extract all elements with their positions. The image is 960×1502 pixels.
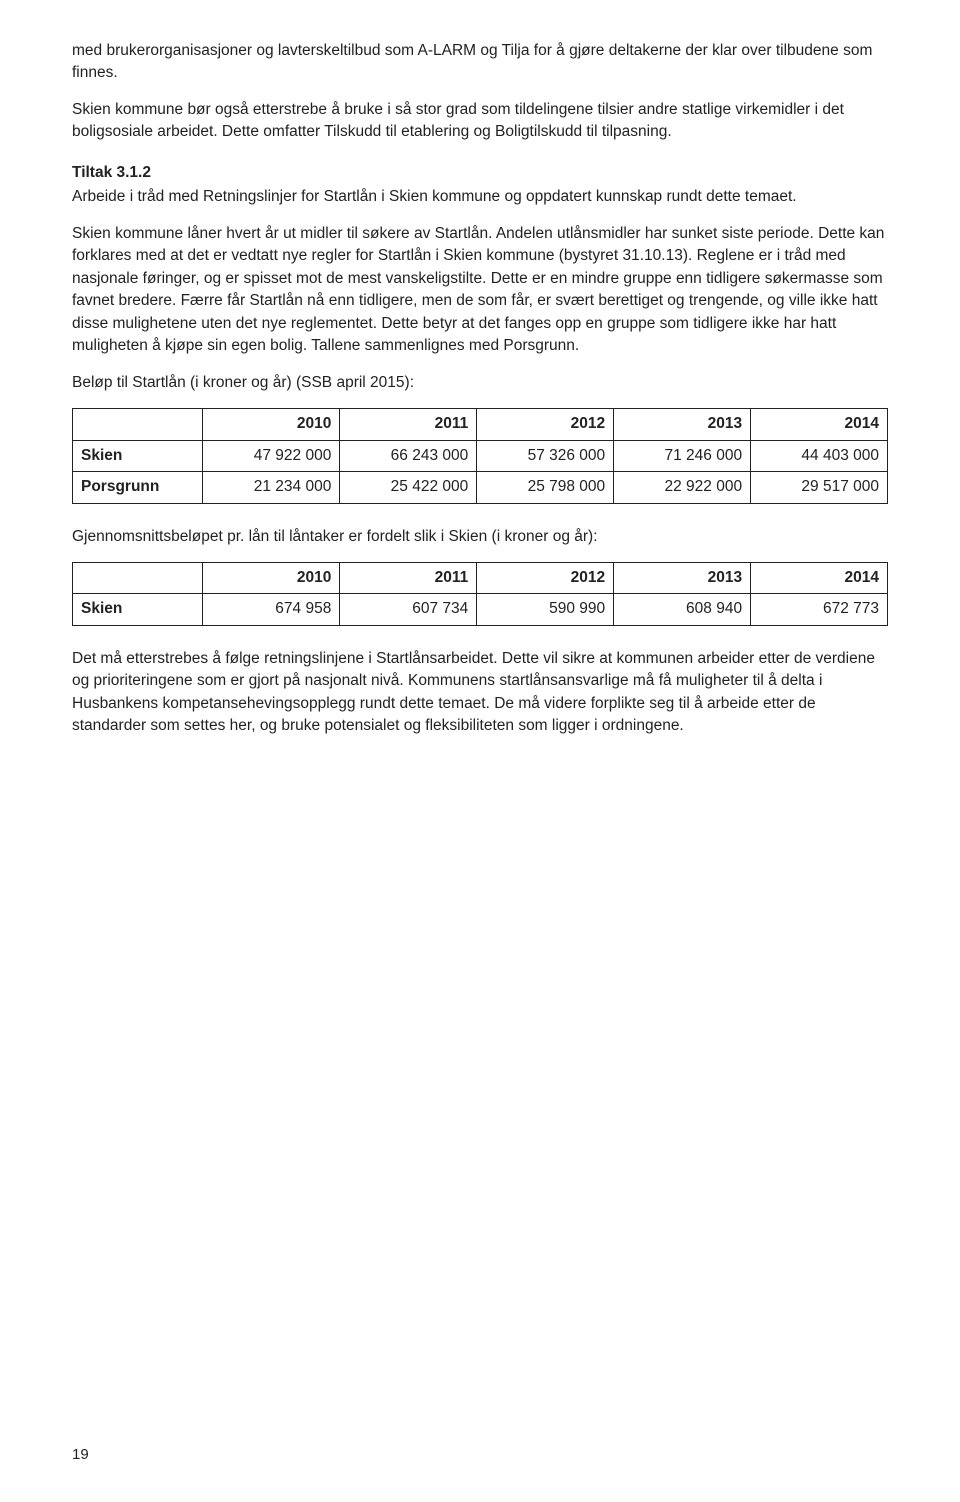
table-header-row: 2010 2011 2012 2013 2014	[73, 409, 888, 440]
table-cell: 47 922 000	[203, 440, 340, 471]
table-header-blank	[73, 562, 203, 593]
table-cell: 44 403 000	[751, 440, 888, 471]
paragraph-6: Det må etterstrebes å følge retningslinj…	[72, 648, 888, 738]
table-header-year: 2013	[614, 409, 751, 440]
page-number: 19	[72, 1444, 89, 1466]
table-cell: 25 798 000	[477, 472, 614, 503]
paragraph-1: med brukerorganisasjoner og lavterskelti…	[72, 40, 888, 85]
table-cell: 57 326 000	[477, 440, 614, 471]
table-row: Porsgrunn 21 234 000 25 422 000 25 798 0…	[73, 472, 888, 503]
table-cell: 66 243 000	[340, 440, 477, 471]
table-row-label: Skien	[73, 594, 203, 625]
table-header-year: 2010	[203, 409, 340, 440]
table-header-year: 2012	[477, 409, 614, 440]
tiltak-block: Tiltak 3.1.2 Arbeide i tråd med Retnings…	[72, 162, 888, 209]
table-row: Skien 47 922 000 66 243 000 57 326 000 7…	[73, 440, 888, 471]
table-header-year: 2012	[477, 562, 614, 593]
table-cell: 672 773	[751, 594, 888, 625]
paragraph-2: Skien kommune bør også etterstrebe å bru…	[72, 99, 888, 144]
table-cell: 71 246 000	[614, 440, 751, 471]
table-cell: 22 922 000	[614, 472, 751, 503]
table-cell: 607 734	[340, 594, 477, 625]
table-cell: 590 990	[477, 594, 614, 625]
table-row-label: Porsgrunn	[73, 472, 203, 503]
table-startlaan-belop: 2010 2011 2012 2013 2014 Skien 47 922 00…	[72, 408, 888, 503]
table2-caption: Gjennomsnittsbeløpet pr. lån til låntake…	[72, 526, 888, 548]
table-row-label: Skien	[73, 440, 203, 471]
table-header-row: 2010 2011 2012 2013 2014	[73, 562, 888, 593]
paragraph-3: Skien kommune låner hvert år ut midler t…	[72, 223, 888, 358]
table-header-year: 2011	[340, 562, 477, 593]
tiltak-heading: Tiltak 3.1.2	[72, 162, 888, 184]
table-header-year: 2014	[751, 562, 888, 593]
table-cell: 25 422 000	[340, 472, 477, 503]
table-cell: 674 958	[203, 594, 340, 625]
table-header-year: 2011	[340, 409, 477, 440]
table-row: Skien 674 958 607 734 590 990 608 940 67…	[73, 594, 888, 625]
table-cell: 21 234 000	[203, 472, 340, 503]
tiltak-body: Arbeide i tråd med Retningslinjer for St…	[72, 186, 888, 208]
table1-caption: Beløp til Startlån (i kroner og år) (SSB…	[72, 372, 888, 394]
table-header-year: 2010	[203, 562, 340, 593]
table-cell: 608 940	[614, 594, 751, 625]
table-gjennomsnittsbelop: 2010 2011 2012 2013 2014 Skien 674 958 6…	[72, 562, 888, 626]
table-header-year: 2013	[614, 562, 751, 593]
table-header-year: 2014	[751, 409, 888, 440]
table-cell: 29 517 000	[751, 472, 888, 503]
table-header-blank	[73, 409, 203, 440]
